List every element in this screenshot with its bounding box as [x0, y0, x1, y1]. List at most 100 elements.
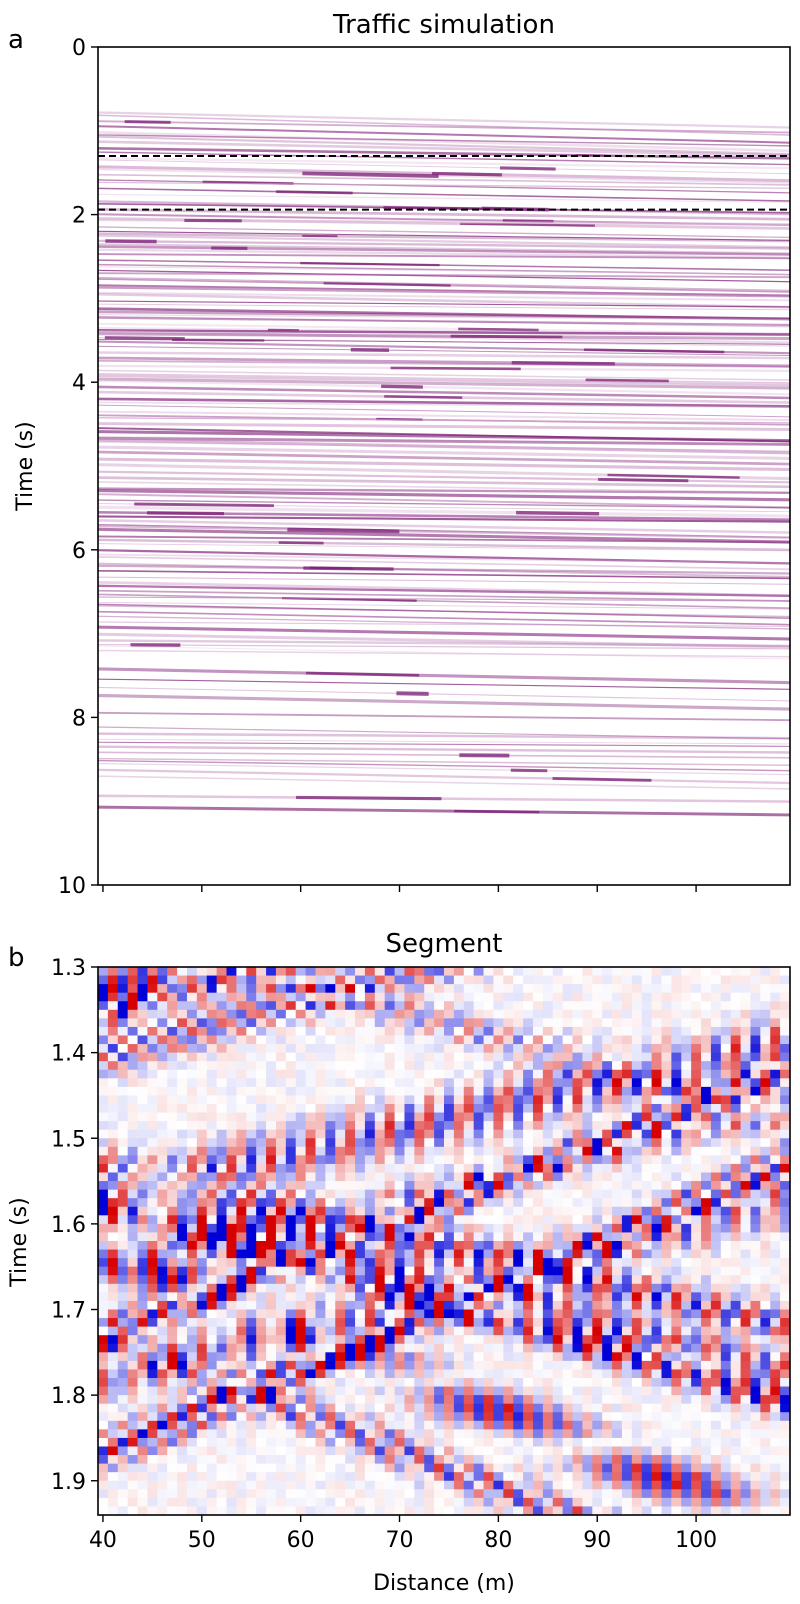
- panel-b-cell: [157, 1404, 167, 1413]
- panel-b-cell: [642, 1489, 652, 1498]
- panel-b-cell: [187, 976, 197, 985]
- panel-b-cell: [315, 1275, 325, 1284]
- panel-b-cell: [622, 1284, 632, 1293]
- panel-b-cell: [147, 984, 157, 993]
- panel-b-cell: [217, 1198, 227, 1207]
- panel-b-cell: [691, 1284, 701, 1293]
- panel-b-cell: [652, 1455, 662, 1464]
- panel-b-cell: [365, 1310, 375, 1319]
- panel-b-cell: [533, 1250, 543, 1259]
- panel-b-cell: [553, 976, 563, 985]
- panel-b-cell: [671, 1018, 681, 1027]
- panel-b-cell: [592, 1250, 602, 1259]
- panel-b-cell: [750, 967, 760, 976]
- panel-b-cell: [315, 1464, 325, 1473]
- panel-b-cell: [553, 1250, 563, 1259]
- panel-b-cell: [385, 1232, 395, 1241]
- panel-b-cell: [721, 967, 731, 976]
- panel-b-cell: [414, 1352, 424, 1361]
- panel-b-cell: [474, 1387, 484, 1396]
- panel-b-cell: [424, 1001, 434, 1010]
- panel-b-cell: [286, 1447, 296, 1456]
- panel-b-cell: [563, 1207, 573, 1216]
- panel-b-cell: [523, 1155, 533, 1164]
- panel-b-cell: [187, 1455, 197, 1464]
- panel-b-cell: [256, 1224, 266, 1233]
- panel-b-cell: [108, 1455, 118, 1464]
- panel-b-cell: [553, 1318, 563, 1327]
- panel-b-cell: [217, 1027, 227, 1036]
- panel-b-cell: [474, 1352, 484, 1361]
- panel-b-cell: [98, 1095, 108, 1104]
- panel-b-cell: [543, 1292, 553, 1301]
- panel-b-cell: [424, 1361, 434, 1370]
- panel-b-cell: [592, 1018, 602, 1027]
- panel-b-cell: [563, 1472, 573, 1481]
- panel-b-cell: [404, 1335, 414, 1344]
- panel-b-cell: [236, 1310, 246, 1319]
- panel-b-cell: [582, 1250, 592, 1259]
- panel-b-cell: [582, 1369, 592, 1378]
- panel-b-cell: [691, 1207, 701, 1216]
- panel-b-cell: [454, 1429, 464, 1438]
- panel-b-cell: [167, 1070, 177, 1079]
- panel-b-cell: [652, 1232, 662, 1241]
- panel-b-cell: [385, 1284, 395, 1293]
- panel-b-cell: [227, 1010, 237, 1019]
- panel-b-cell: [345, 1155, 355, 1164]
- panel-b-cell: [325, 1318, 335, 1327]
- panel-b-cell: [306, 1489, 316, 1498]
- panel-b-cell: [661, 1130, 671, 1139]
- panel-b-cell: [513, 1327, 523, 1336]
- panel-b-cell: [118, 1155, 128, 1164]
- panel-b-cell: [652, 1438, 662, 1447]
- panel-b-cell: [760, 1284, 770, 1293]
- panel-b-cell: [602, 1250, 612, 1259]
- panel-b-cell: [395, 1455, 405, 1464]
- panel-b-cell: [711, 1404, 721, 1413]
- panel-b-cell: [573, 1095, 583, 1104]
- panel-b-cell: [385, 1053, 395, 1062]
- panel-b-cell: [276, 1095, 286, 1104]
- panel-b-cell: [246, 1301, 256, 1310]
- panel-b-cell: [661, 1232, 671, 1241]
- panel-b-cell: [474, 1489, 484, 1498]
- panel-b-cell: [424, 1198, 434, 1207]
- panel-b-cell: [622, 1361, 632, 1370]
- panel-b-cell: [671, 1378, 681, 1387]
- panel-b-cell: [573, 1198, 583, 1207]
- panel-b-cell: [404, 1224, 414, 1233]
- panel-b-cell: [434, 1489, 444, 1498]
- panel-b-cell: [325, 1464, 335, 1473]
- panel-b-cell: [286, 1412, 296, 1421]
- panel-b-cell: [741, 1369, 751, 1378]
- panel-b-cell: [642, 1447, 652, 1456]
- panel-b-cell: [236, 967, 246, 976]
- panel-b-cell: [750, 1027, 760, 1036]
- panel-b-cell: [493, 1001, 503, 1010]
- panel-b-cell: [484, 1095, 494, 1104]
- panel-b-cell: [622, 1078, 632, 1087]
- panel-b-cell: [721, 1147, 731, 1156]
- panel-b-cell: [414, 1361, 424, 1370]
- panel-b-cell: [573, 1130, 583, 1139]
- panel-a-trace-burst: [516, 513, 599, 514]
- panel-b-cell: [187, 1369, 197, 1378]
- panel-b-cell: [701, 1010, 711, 1019]
- panel-b-cell: [701, 1369, 711, 1378]
- panel-b-cell: [553, 1284, 563, 1293]
- panel-b-cell: [523, 1464, 533, 1473]
- panel-b-cell: [612, 1472, 622, 1481]
- panel-b-cell: [464, 1421, 474, 1430]
- panel-b-cell: [246, 1130, 256, 1139]
- panel-b-cell: [108, 1232, 118, 1241]
- panel-b-cell: [246, 1421, 256, 1430]
- panel-b-cell: [365, 1369, 375, 1378]
- panel-b-cell: [246, 1267, 256, 1276]
- panel-b-cell: [622, 1489, 632, 1498]
- panel-b-cell: [474, 1215, 484, 1224]
- panel-b-cell: [424, 1481, 434, 1490]
- panel-b-cell: [296, 1010, 306, 1019]
- panel-b-cell: [296, 1421, 306, 1430]
- panel-b-cell: [355, 1061, 365, 1070]
